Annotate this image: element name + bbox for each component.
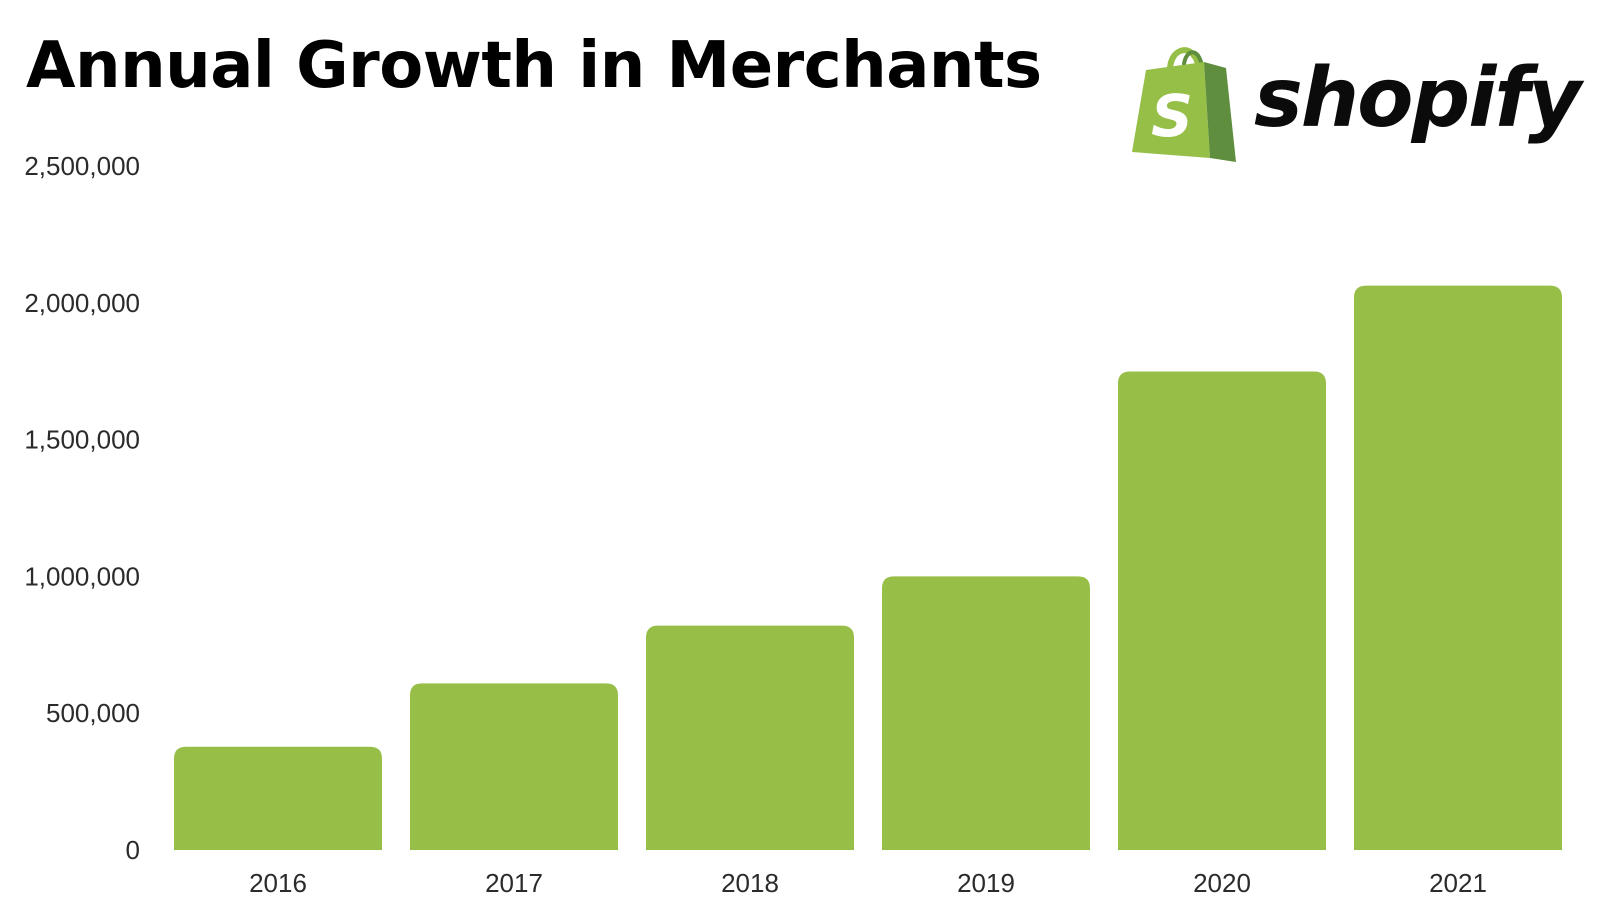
- x-tick-label: 2016: [249, 868, 307, 898]
- bag-letter: S: [1151, 82, 1193, 150]
- bar-2021: [1354, 285, 1562, 850]
- bar-2016: [174, 746, 382, 850]
- x-tick-label: 2021: [1429, 868, 1487, 898]
- y-tick-label: 500,000: [46, 698, 140, 728]
- x-tick-label: 2018: [721, 868, 779, 898]
- x-tick-label: 2020: [1193, 868, 1251, 898]
- x-tick-label: 2017: [485, 868, 543, 898]
- bar-2018: [646, 625, 854, 850]
- bars-group: [174, 285, 1562, 850]
- chart-title: Annual Growth in Merchants: [26, 29, 1042, 103]
- bar-2019: [882, 576, 1090, 850]
- x-axis: 2016 2017 2018 2019 2020 2021: [249, 868, 1487, 898]
- y-tick-label: 0: [126, 835, 140, 865]
- shopify-wordmark: shopify: [1254, 51, 1581, 146]
- y-axis: 0 500,000 1,000,000 1,500,000 2,000,000 2,500…: [24, 151, 140, 865]
- y-tick-label: 2,000,000: [24, 288, 140, 318]
- bar-2020: [1118, 371, 1326, 850]
- y-tick-label: 2,500,000: [24, 151, 140, 181]
- y-tick-label: 1,500,000: [24, 425, 140, 455]
- x-tick-label: 2019: [957, 868, 1015, 898]
- bar-2017: [410, 683, 618, 850]
- y-tick-label: 1,000,000: [24, 561, 140, 591]
- shopify-bag-icon: S: [1132, 47, 1236, 162]
- shopify-logo: S shopify: [1132, 40, 1581, 170]
